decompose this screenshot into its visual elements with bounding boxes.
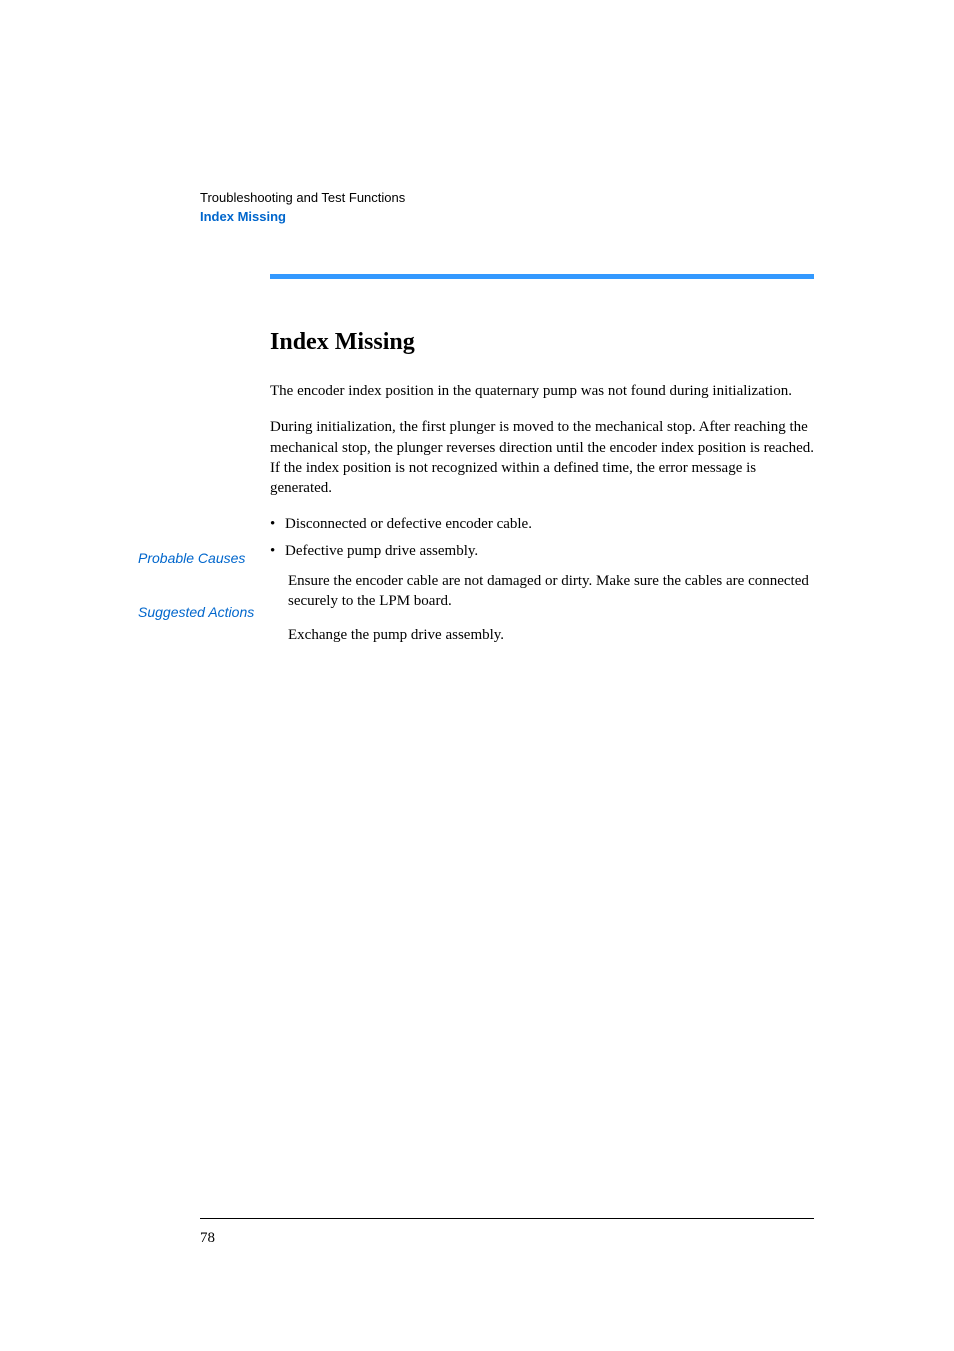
action-text-2: Exchange the pump drive assembly. — [270, 625, 814, 645]
cause-bullet-1: Disconnected or defective encoder cable. — [270, 514, 814, 534]
intro-paragraph-1: The encoder index position in the quater… — [270, 381, 814, 401]
section-title: Index Missing — [270, 329, 814, 356]
page-container: Troubleshooting and Test Functions Index… — [0, 0, 954, 646]
side-label-probable-causes: Probable Causes — [138, 550, 245, 566]
footer-divider-line — [200, 1218, 814, 1219]
header-chapter-text: Troubleshooting and Test Functions — [200, 190, 814, 205]
action-text-1: Ensure the encoder cable are not damaged… — [270, 571, 814, 612]
page-number: 78 — [200, 1230, 215, 1247]
page-header: Troubleshooting and Test Functions Index… — [200, 190, 814, 224]
cause-bullet-2: Defective pump drive assembly. — [270, 541, 814, 561]
intro-paragraph-2: During initialization, the first plunger… — [270, 417, 814, 498]
horizontal-divider — [270, 274, 814, 279]
content-wrapper: Index Missing The encoder index position… — [270, 329, 814, 646]
header-title-text: Index Missing — [200, 209, 814, 224]
side-label-suggested-actions: Suggested Actions — [138, 604, 254, 620]
